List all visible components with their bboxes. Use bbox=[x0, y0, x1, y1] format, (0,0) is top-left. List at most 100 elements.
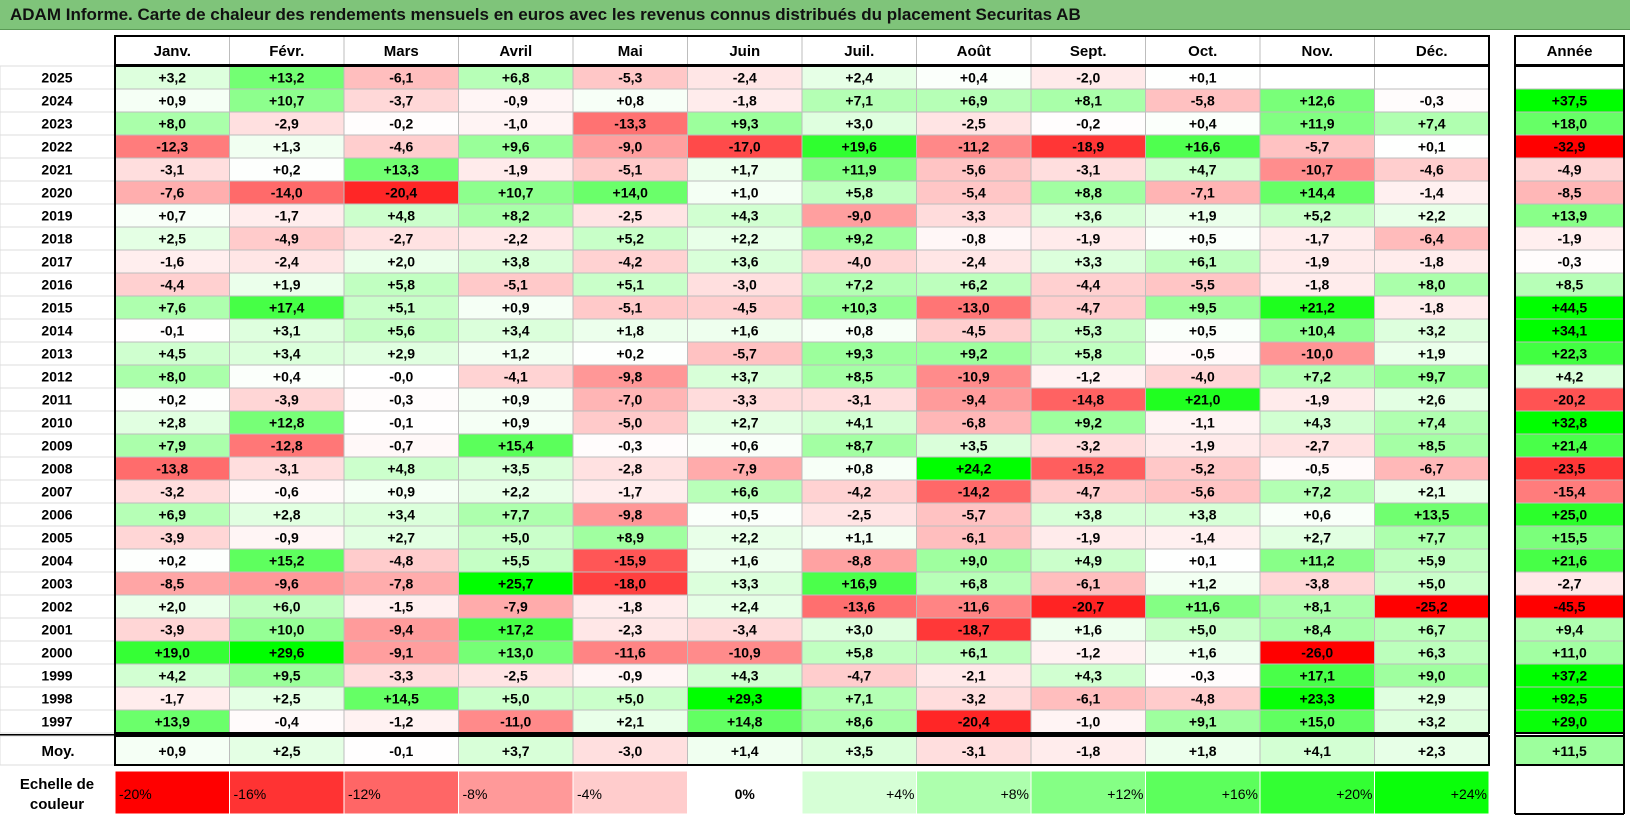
heatmap-cell-label: -5,1 bbox=[618, 162, 642, 178]
heatmap-cell-label: +0,9 bbox=[387, 484, 415, 500]
heatmap-cell-label: +3,3 bbox=[731, 576, 759, 592]
heatmap-cell-label: +13,3 bbox=[384, 162, 420, 178]
heatmap-cell-label: +0,2 bbox=[158, 553, 186, 569]
heatmap-cell-label: -3,3 bbox=[962, 208, 986, 224]
annual-cell-label: -32,9 bbox=[1554, 139, 1586, 155]
row-year-label: 2005 bbox=[41, 530, 72, 546]
heatmap-cell-label: -10,9 bbox=[958, 369, 990, 385]
heatmap-cell-label: +11,2 bbox=[1300, 553, 1335, 569]
heatmap-cell-label: +4,2 bbox=[158, 668, 186, 684]
heatmap-cell-label: -0,7 bbox=[389, 438, 413, 454]
scale-swatch bbox=[1374, 770, 1490, 815]
heatmap-cell-label: -2,5 bbox=[504, 668, 528, 684]
heatmap-cell-label: +8,0 bbox=[158, 369, 186, 385]
scale-swatch bbox=[687, 770, 803, 815]
heatmap-cell-label: +4,1 bbox=[845, 415, 873, 431]
heatmap-cell-label: +6,2 bbox=[960, 277, 988, 293]
row-year-label: 2003 bbox=[41, 576, 72, 592]
row-year-label: 2020 bbox=[41, 185, 72, 201]
heatmap-cell-label: +5,0 bbox=[1189, 622, 1217, 638]
scale-label: -12% bbox=[348, 786, 381, 802]
heatmap-cell-label: +8,5 bbox=[845, 369, 873, 385]
heatmap-cell-label: -5,4 bbox=[962, 185, 986, 201]
heatmap-cell-label: +3,4 bbox=[502, 323, 530, 339]
heatmap-cell-label: -4,1 bbox=[504, 369, 528, 385]
month-header-label: Juin bbox=[729, 43, 760, 60]
heatmap-cell-label: +21,0 bbox=[1185, 392, 1221, 408]
heatmap-cell-label: -4,5 bbox=[962, 323, 986, 339]
average-cell-label: +3,7 bbox=[502, 743, 530, 759]
heatmap-cell-label: +0,6 bbox=[1303, 507, 1331, 523]
heatmap-cell-label: -1,8 bbox=[1305, 277, 1329, 293]
heatmap-cell-label: -0,3 bbox=[389, 392, 413, 408]
heatmap-cell-label: -3,1 bbox=[1076, 162, 1100, 178]
annual-cell-label: +18,0 bbox=[1552, 116, 1588, 132]
month-header-label: Sept. bbox=[1070, 43, 1107, 60]
heatmap-cell-label: -4,8 bbox=[1191, 691, 1215, 707]
annual-cell-label: +15,5 bbox=[1552, 530, 1588, 546]
annual-cell-label: +21,4 bbox=[1552, 438, 1588, 454]
heatmap-cell-label: +5,6 bbox=[387, 323, 415, 339]
heatmap-cell-label: -4,8 bbox=[389, 553, 413, 569]
heatmap-cell-label: -5,3 bbox=[618, 70, 642, 86]
scale-swatch bbox=[458, 770, 574, 815]
heatmap-cell-label: +2,7 bbox=[387, 530, 415, 546]
heatmap-cell-label: +13,5 bbox=[1414, 507, 1450, 523]
row-year-label: 2025 bbox=[41, 70, 72, 86]
heatmap-cell-label: -3,1 bbox=[847, 392, 871, 408]
annual-cell-label: +92,5 bbox=[1552, 691, 1588, 707]
heatmap-cell-label: +7,1 bbox=[845, 93, 873, 109]
heatmap-cell-label: +1,6 bbox=[731, 323, 759, 339]
heatmap-cell-label: -12,3 bbox=[156, 139, 188, 155]
heatmap-cell-label: +9,5 bbox=[273, 668, 301, 684]
average-cell bbox=[229, 735, 345, 766]
heatmap-cell-label: -6,1 bbox=[962, 530, 986, 546]
scale-swatch bbox=[229, 770, 345, 815]
heatmap-cell-label: -20,7 bbox=[1072, 599, 1104, 615]
heatmap-cell-label: -1,8 bbox=[1420, 300, 1444, 316]
average-cell-label: +3,5 bbox=[845, 743, 873, 759]
row-year-label: 2007 bbox=[41, 484, 72, 500]
scale-swatch bbox=[916, 770, 1032, 815]
heatmap-cell-label: -3,2 bbox=[160, 484, 184, 500]
heatmap-cell-label: +2,8 bbox=[273, 507, 301, 523]
heatmap-cell-label: +8,2 bbox=[502, 208, 530, 224]
month-header-label: Févr. bbox=[269, 43, 304, 60]
heatmap-cell-label: +5,3 bbox=[1074, 323, 1102, 339]
heatmap-cell-label: +1,2 bbox=[502, 346, 530, 362]
heatmap-cell-label: -0,4 bbox=[275, 714, 299, 730]
heatmap-cell-label: +6,0 bbox=[273, 599, 301, 615]
heatmap-cell-label: -9,6 bbox=[275, 576, 299, 592]
heatmap-cell-label: +4,8 bbox=[387, 208, 415, 224]
heatmap-cell-label: -1,4 bbox=[1191, 530, 1215, 546]
average-cell bbox=[687, 735, 803, 766]
heatmap-cell-label: -5,0 bbox=[618, 415, 642, 431]
title-bar: ADAM Informe. Carte de chaleur des rende… bbox=[0, 0, 1630, 30]
heatmap-cell-label: +3,4 bbox=[273, 346, 301, 362]
heatmap-cell-label: +1,1 bbox=[845, 530, 873, 546]
annual-cell-label: +4,2 bbox=[1556, 369, 1584, 385]
heatmap-cell-label: +0,4 bbox=[1189, 116, 1217, 132]
heatmap-cell-label: +4,3 bbox=[731, 208, 759, 224]
heatmap-cell-label: -2,7 bbox=[389, 231, 413, 247]
heatmap-cell-label: +14,0 bbox=[613, 185, 649, 201]
heatmap-cell-label: +3,2 bbox=[1418, 323, 1446, 339]
heatmap-cell-label: +5,1 bbox=[387, 300, 415, 316]
row-year-label: 2024 bbox=[41, 93, 72, 109]
heatmap-cell-label: +1,9 bbox=[1418, 346, 1446, 362]
heatmap-cell-label: -1,9 bbox=[1305, 254, 1329, 270]
heatmap-cell-label: +8,9 bbox=[616, 530, 644, 546]
heatmap-cell-label: -3,2 bbox=[1076, 438, 1100, 454]
heatmap-cell-label: +14,4 bbox=[1300, 185, 1336, 201]
heatmap-cell-label: -4,7 bbox=[1076, 484, 1100, 500]
heatmap-cell-label: +2,4 bbox=[731, 599, 759, 615]
heatmap-cell-label: +0,5 bbox=[731, 507, 759, 523]
annual-cell-label: -8,5 bbox=[1557, 185, 1581, 201]
row-year-label: 2012 bbox=[41, 369, 72, 385]
average-cell-label: -1,8 bbox=[1076, 743, 1100, 759]
heatmap-cell-label: -0,2 bbox=[1076, 116, 1100, 132]
heatmap-cell-label: -6,4 bbox=[1420, 231, 1444, 247]
row-year-label: 2011 bbox=[42, 392, 73, 408]
heatmap-cell-label: -9,4 bbox=[962, 392, 986, 408]
heatmap-cell-label: -4,0 bbox=[847, 254, 871, 270]
